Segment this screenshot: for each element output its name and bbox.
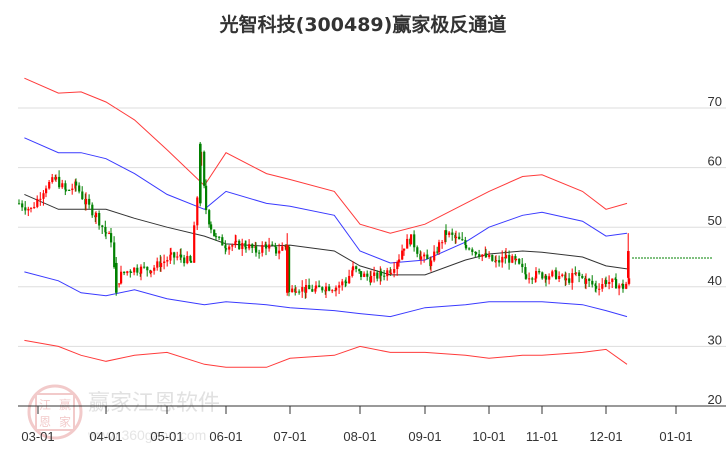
y-tick-label: 20	[708, 392, 722, 407]
y-tick-label: 40	[708, 273, 722, 288]
channel-bands	[24, 77, 628, 368]
x-tick-label: 04-01	[89, 429, 122, 444]
chart-title: 光智科技(300489)赢家极反通道	[219, 14, 507, 36]
x-tick-label: 07-01	[273, 429, 306, 444]
candlesticks	[18, 141, 631, 299]
x-tick-label: 06-01	[209, 429, 242, 444]
y-tick-label: 30	[708, 332, 722, 347]
y-tick-label: 50	[708, 213, 722, 228]
y-tick-label: 70	[708, 94, 722, 109]
band-inner_upper	[24, 137, 628, 264]
x-tick-label: 01-01	[659, 429, 692, 444]
svg-text:家: 家	[59, 414, 71, 429]
band-outer_upper	[24, 77, 628, 234]
svg-text:赢: 赢	[59, 397, 71, 412]
watermark: 江 赢 恩 家 赢家江恩软件 www.360gann.com	[27, 384, 220, 443]
svg-text:江: 江	[39, 398, 51, 412]
watermark-text: 赢家江恩软件	[88, 391, 220, 416]
x-tick-label: 12-01	[589, 429, 622, 444]
y-tick-label: 60	[708, 154, 722, 169]
x-tick-label: 09-01	[408, 429, 441, 444]
watermark-url: www.360gann.com	[87, 427, 206, 443]
gridlines	[18, 107, 726, 347]
x-tick-label: 10-01	[472, 429, 505, 444]
band-outer_lower	[24, 339, 628, 368]
x-tick-label: 08-01	[343, 429, 376, 444]
band-inner_lower	[24, 271, 628, 318]
x-tick-label: 11-01	[526, 429, 558, 444]
x-tick-label: 05-01	[150, 429, 183, 444]
x-axis: 03-01 04-01 05-01 06-01 07-01 08-01 09-01 10-01…	[18, 405, 726, 444]
svg-text:恩: 恩	[39, 415, 51, 429]
band-middle	[24, 193, 628, 276]
y-axis: 20 30 40 50 60 70	[708, 94, 722, 407]
seal-icon: 江 赢 恩 家	[27, 384, 83, 440]
x-tick-label: 03-01	[21, 429, 54, 444]
